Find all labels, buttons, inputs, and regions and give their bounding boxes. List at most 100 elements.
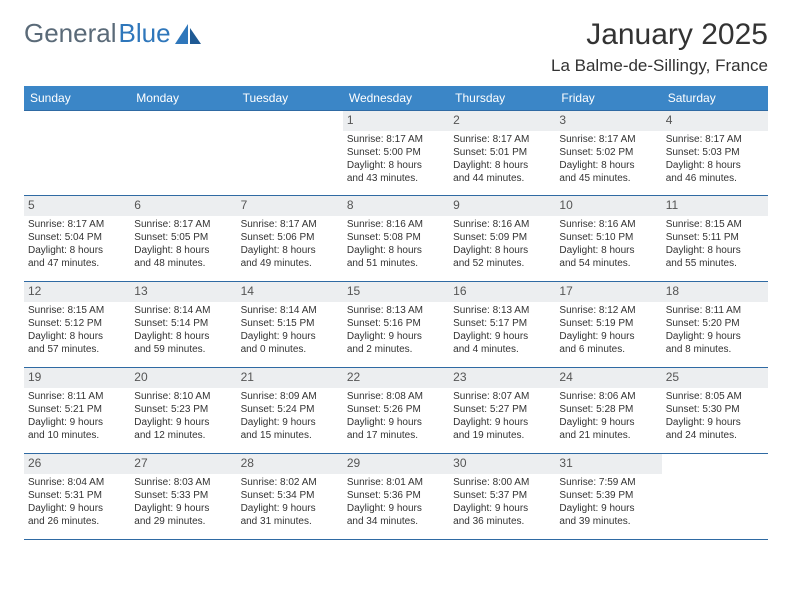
sunrise-line: Sunrise: 8:16 AM [453, 218, 551, 231]
sunrise-line: Sunrise: 8:17 AM [241, 218, 339, 231]
daylight-line-1: Daylight: 8 hours [666, 159, 764, 172]
daylight-line-2: and 26 minutes. [28, 515, 126, 528]
daylight-line-1: Daylight: 9 hours [666, 416, 764, 429]
daylight-line-2: and 47 minutes. [28, 257, 126, 270]
daylight-line-1: Daylight: 8 hours [453, 244, 551, 257]
daylight-line-1: Daylight: 9 hours [559, 416, 657, 429]
daylight-line-2: and 24 minutes. [666, 429, 764, 442]
day-number: 24 [555, 368, 661, 388]
day-cell: 4Sunrise: 8:17 AMSunset: 5:03 PMDaylight… [662, 110, 768, 196]
day-number: 1 [343, 111, 449, 131]
sunrise-line: Sunrise: 8:11 AM [666, 304, 764, 317]
dow-header: Wednesday [343, 86, 449, 110]
sunset-line: Sunset: 5:24 PM [241, 403, 339, 416]
day-number: 8 [343, 196, 449, 216]
daylight-line-1: Daylight: 8 hours [453, 159, 551, 172]
sunrise-line: Sunrise: 8:01 AM [347, 476, 445, 489]
sunset-line: Sunset: 5:34 PM [241, 489, 339, 502]
daylight-line-1: Daylight: 9 hours [241, 416, 339, 429]
sunset-line: Sunset: 5:30 PM [666, 403, 764, 416]
sunset-line: Sunset: 5:16 PM [347, 317, 445, 330]
day-cell: 21Sunrise: 8:09 AMSunset: 5:24 PMDayligh… [237, 368, 343, 454]
day-cell: 1Sunrise: 8:17 AMSunset: 5:00 PMDaylight… [343, 110, 449, 196]
daylight-line-1: Daylight: 9 hours [241, 330, 339, 343]
sunrise-line: Sunrise: 8:11 AM [28, 390, 126, 403]
daylight-line-2: and 36 minutes. [453, 515, 551, 528]
day-number: 31 [555, 454, 661, 474]
day-cell: 31Sunrise: 7:59 AMSunset: 5:39 PMDayligh… [555, 454, 661, 540]
sunrise-line: Sunrise: 8:03 AM [134, 476, 232, 489]
day-cell: 8 Sunrise: 8:16 AMSunset: 5:08 PMDaylight… [343, 196, 449, 282]
sunset-line: Sunset: 5:04 PM [28, 231, 126, 244]
daylight-line-1: Daylight: 8 hours [347, 159, 445, 172]
month-title: January 2025 [551, 18, 768, 52]
daylight-line-2: and 29 minutes. [134, 515, 232, 528]
sunrise-line: Sunrise: 8:16 AM [347, 218, 445, 231]
sunrise-line: Sunrise: 8:15 AM [666, 218, 764, 231]
day-number: 10 [555, 196, 661, 216]
day-cell: 3Sunrise: 8:17 AMSunset: 5:02 PMDaylight… [555, 110, 661, 196]
daylight-line-1: Daylight: 9 hours [28, 502, 126, 515]
sunset-line: Sunset: 5:09 PM [453, 231, 551, 244]
daylight-line-1: Daylight: 9 hours [28, 416, 126, 429]
sunrise-line: Sunrise: 8:09 AM [241, 390, 339, 403]
day-cell: 11Sunrise: 8:15 AMSunset: 5:11 PMDayligh… [662, 196, 768, 282]
daylight-line-2: and 34 minutes. [347, 515, 445, 528]
sunset-line: Sunset: 5:14 PM [134, 317, 232, 330]
daylight-line-1: Daylight: 9 hours [453, 502, 551, 515]
sunrise-line: Sunrise: 8:10 AM [134, 390, 232, 403]
sunrise-line: Sunrise: 8:15 AM [28, 304, 126, 317]
day-cell: 19Sunrise: 8:11 AMSunset: 5:21 PMDayligh… [24, 368, 130, 454]
day-number: 18 [662, 282, 768, 302]
sunrise-line: Sunrise: 8:00 AM [453, 476, 551, 489]
daylight-line-2: and 51 minutes. [347, 257, 445, 270]
sunset-line: Sunset: 5:27 PM [453, 403, 551, 416]
daylight-line-1: Daylight: 8 hours [559, 244, 657, 257]
day-cell: 14Sunrise: 8:14 AMSunset: 5:15 PMDayligh… [237, 282, 343, 368]
sunrise-line: Sunrise: 8:13 AM [453, 304, 551, 317]
daylight-line-2: and 45 minutes. [559, 172, 657, 185]
day-cell: 22Sunrise: 8:08 AMSunset: 5:26 PMDayligh… [343, 368, 449, 454]
daylight-line-2: and 15 minutes. [241, 429, 339, 442]
sunrise-line: Sunrise: 7:59 AM [559, 476, 657, 489]
day-number: 5 [24, 196, 130, 216]
daylight-line-2: and 0 minutes. [241, 343, 339, 356]
sunrise-line: Sunrise: 8:12 AM [559, 304, 657, 317]
daylight-line-2: and 43 minutes. [347, 172, 445, 185]
day-number: 15 [343, 282, 449, 302]
day-cell: 18Sunrise: 8:11 AMSunset: 5:20 PMDayligh… [662, 282, 768, 368]
daylight-line-2: and 49 minutes. [241, 257, 339, 270]
daylight-line-2: and 8 minutes. [666, 343, 764, 356]
day-cell: 29Sunrise: 8:01 AMSunset: 5:36 PMDayligh… [343, 454, 449, 540]
day-cell: 5Sunrise: 8:17 AMSunset: 5:04 PMDaylight… [24, 196, 130, 282]
day-cell: 17Sunrise: 8:12 AMSunset: 5:19 PMDayligh… [555, 282, 661, 368]
empty-cell [662, 454, 768, 540]
day-cell: 2Sunrise: 8:17 AMSunset: 5:01 PMDaylight… [449, 110, 555, 196]
daylight-line-2: and 31 minutes. [241, 515, 339, 528]
dow-header: Sunday [24, 86, 130, 110]
sunrise-line: Sunrise: 8:05 AM [666, 390, 764, 403]
day-cell: 12Sunrise: 8:15 AMSunset: 5:12 PMDayligh… [24, 282, 130, 368]
daylight-line-2: and 12 minutes. [134, 429, 232, 442]
dow-header: Friday [555, 86, 661, 110]
sunrise-line: Sunrise: 8:07 AM [453, 390, 551, 403]
day-number: 11 [662, 196, 768, 216]
day-number: 17 [555, 282, 661, 302]
sunrise-line: Sunrise: 8:14 AM [134, 304, 232, 317]
sunrise-line: Sunrise: 8:17 AM [347, 133, 445, 146]
day-cell: 30 Sunrise: 8:00 AMSunset: 5:37 PMDayligh… [449, 454, 555, 540]
daylight-line-1: Daylight: 8 hours [28, 244, 126, 257]
sunset-line: Sunset: 5:08 PM [347, 231, 445, 244]
brand-sail-icon [175, 24, 201, 44]
daylight-line-1: Daylight: 9 hours [453, 330, 551, 343]
day-number: 28 [237, 454, 343, 474]
title-block: January 2025 La Balme-de-Sillingy, Franc… [551, 18, 768, 76]
daylight-line-1: Daylight: 8 hours [347, 244, 445, 257]
sunset-line: Sunset: 5:05 PM [134, 231, 232, 244]
sunset-line: Sunset: 5:03 PM [666, 146, 764, 159]
day-number: 30 [449, 454, 555, 474]
daylight-line-1: Daylight: 9 hours [347, 416, 445, 429]
day-number: 25 [662, 368, 768, 388]
sunset-line: Sunset: 5:37 PM [453, 489, 551, 502]
day-number: 27 [130, 454, 236, 474]
